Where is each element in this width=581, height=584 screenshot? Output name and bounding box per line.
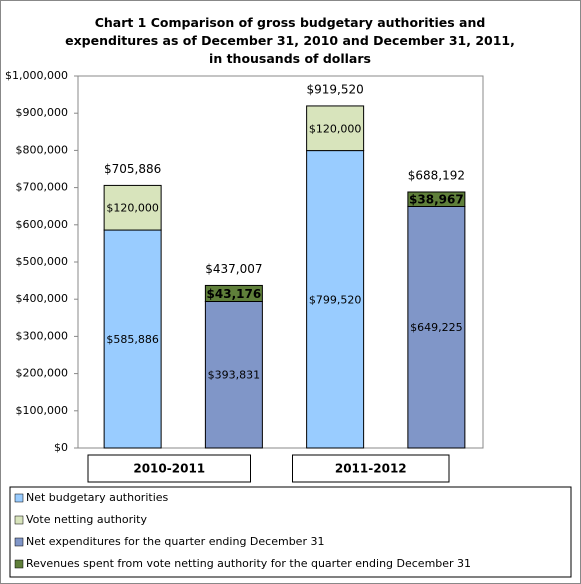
- legend-swatch: [14, 515, 24, 525]
- legend-label: Net budgetary authorities: [26, 491, 169, 504]
- value-label: $38,967: [409, 193, 464, 207]
- value-label: $585,886: [106, 333, 159, 346]
- y-tick-label: $0: [54, 441, 68, 454]
- y-tick-label: $300,000: [16, 329, 69, 342]
- y-tick-label: $1,000,000: [5, 69, 68, 82]
- value-label: $120,000: [106, 202, 159, 215]
- y-tick-label: $800,000: [16, 143, 69, 156]
- y-tick-label: $900,000: [16, 106, 69, 119]
- legend-label: Revenues spent from vote netting authori…: [26, 557, 471, 570]
- bar-segment: [306, 150, 365, 449]
- bar-segment: [103, 184, 162, 231]
- group-box: [87, 454, 251, 483]
- group-box: [292, 454, 450, 483]
- bar-segment: [306, 105, 365, 152]
- group-label: 2010-2011: [133, 462, 205, 476]
- y-tick-label: $600,000: [16, 218, 69, 231]
- y-tick-label: $200,000: [16, 367, 69, 380]
- bar-segment: [407, 205, 466, 449]
- y-tick-label: $700,000: [16, 181, 69, 194]
- y-tick-label: $100,000: [16, 404, 69, 417]
- bar-segment: [103, 229, 162, 449]
- value-label: $799,520: [309, 293, 362, 306]
- value-label: $43,176: [207, 287, 262, 301]
- bar-segment: [204, 284, 263, 302]
- y-tick-label: $400,000: [16, 292, 69, 305]
- legend-swatch: [14, 559, 24, 569]
- bar-segment: [204, 300, 263, 449]
- value-label: $393,831: [208, 369, 261, 382]
- group-label: 2011-2012: [335, 462, 407, 476]
- legend-swatch: [14, 493, 24, 503]
- value-label: $120,000: [309, 122, 362, 135]
- legend-swatch: [14, 537, 24, 547]
- legend-box: [9, 486, 572, 578]
- total-label: $919,520: [306, 82, 363, 96]
- value-label: $649,225: [410, 321, 463, 334]
- chart-title: Chart 1 Comparison of gross budgetary au…: [65, 15, 515, 66]
- bar-segment: [407, 191, 466, 207]
- total-label: $705,886: [104, 162, 161, 176]
- legend-label: Net expenditures for the quarter ending …: [26, 535, 324, 548]
- total-label: $437,007: [205, 262, 262, 276]
- y-tick-label: $500,000: [16, 255, 69, 268]
- legend-label: Vote netting authority: [26, 513, 147, 526]
- total-label: $688,192: [408, 168, 465, 182]
